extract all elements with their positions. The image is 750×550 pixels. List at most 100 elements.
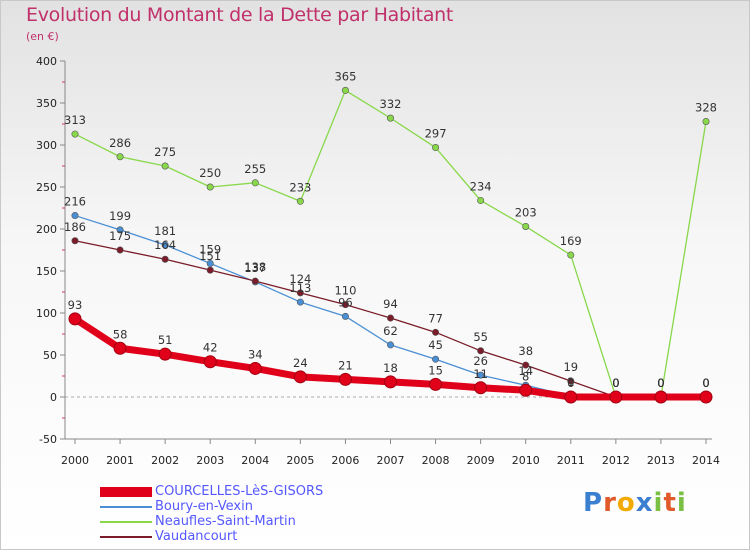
x-tick-label: 2009 bbox=[467, 454, 495, 467]
proxiti-logo: Proxiti bbox=[583, 488, 687, 518]
data-point bbox=[699, 390, 713, 404]
data-point bbox=[654, 390, 668, 404]
data-point bbox=[384, 375, 397, 389]
data-label: 113 bbox=[289, 281, 311, 295]
data-point bbox=[477, 371, 485, 379]
x-tick-label: 2012 bbox=[602, 454, 630, 467]
data-point bbox=[432, 355, 440, 363]
data-label: 51 bbox=[158, 333, 173, 347]
data-point bbox=[116, 246, 124, 254]
data-label: 151 bbox=[199, 249, 221, 263]
data-label: 199 bbox=[109, 209, 131, 223]
data-point bbox=[564, 390, 578, 404]
data-label: 234 bbox=[470, 179, 492, 193]
data-label: 45 bbox=[428, 338, 443, 352]
legend-label: COURCELLES-LèS-GISORS bbox=[155, 484, 324, 499]
legend-swatch bbox=[100, 536, 152, 538]
y-tick-label: 50 bbox=[43, 349, 57, 362]
data-label: 275 bbox=[154, 145, 176, 159]
legend-swatch bbox=[100, 506, 152, 508]
data-label: 19 bbox=[563, 360, 578, 374]
data-point bbox=[206, 266, 214, 274]
data-point bbox=[68, 312, 82, 326]
data-point bbox=[609, 390, 623, 404]
data-point bbox=[338, 372, 352, 386]
data-label: 138 bbox=[244, 260, 266, 274]
data-point bbox=[567, 377, 575, 385]
x-tick-label: 2014 bbox=[692, 454, 720, 467]
data-point bbox=[341, 312, 349, 320]
data-label: 313 bbox=[64, 113, 86, 127]
data-point bbox=[251, 179, 259, 187]
data-label: 137 bbox=[244, 261, 266, 275]
data-point bbox=[206, 259, 214, 267]
data-point bbox=[71, 212, 79, 220]
data-label: 14 bbox=[518, 364, 533, 378]
data-label: 332 bbox=[380, 97, 402, 111]
data-label: 11 bbox=[473, 367, 488, 381]
data-point bbox=[432, 328, 440, 336]
data-point bbox=[116, 226, 124, 234]
data-label: 42 bbox=[203, 341, 218, 355]
y-tick-label: 150 bbox=[36, 265, 57, 278]
data-label: 0 bbox=[657, 376, 664, 390]
data-label: 124 bbox=[289, 272, 311, 286]
x-tick-label: 2000 bbox=[61, 454, 89, 467]
y-tick-label: 350 bbox=[36, 97, 57, 110]
data-point bbox=[161, 241, 169, 249]
data-point bbox=[429, 377, 443, 391]
data-label: 24 bbox=[293, 356, 308, 370]
data-point bbox=[386, 314, 394, 322]
legend-swatch bbox=[100, 521, 152, 523]
data-label: 328 bbox=[695, 100, 717, 114]
x-tick-label: 2002 bbox=[151, 454, 179, 467]
data-label: 286 bbox=[109, 136, 131, 150]
data-label: 0 bbox=[657, 376, 664, 390]
data-point bbox=[522, 222, 530, 230]
data-label: 8 bbox=[522, 369, 529, 383]
data-label: 0 bbox=[612, 376, 619, 390]
data-label: 21 bbox=[338, 358, 353, 372]
data-point bbox=[341, 301, 349, 309]
data-point bbox=[71, 130, 79, 138]
y-tick-label: 0 bbox=[50, 391, 57, 404]
data-label: 203 bbox=[515, 205, 537, 219]
data-label: 93 bbox=[68, 298, 83, 312]
data-label: 110 bbox=[334, 284, 356, 298]
data-point bbox=[702, 117, 710, 125]
data-label: 0 bbox=[657, 376, 664, 390]
data-label: 55 bbox=[473, 330, 488, 344]
data-label: 0 bbox=[702, 376, 709, 390]
y-tick-label: -50 bbox=[39, 433, 57, 446]
y-tick-label: 100 bbox=[36, 307, 57, 320]
data-point bbox=[477, 196, 485, 204]
data-point bbox=[251, 277, 259, 285]
data-point bbox=[161, 255, 169, 263]
data-label: 38 bbox=[518, 344, 533, 358]
data-label: 0 bbox=[657, 376, 664, 390]
data-label: 216 bbox=[64, 195, 86, 209]
data-label: 164 bbox=[154, 238, 176, 252]
data-label: 0 bbox=[612, 376, 619, 390]
data-label: 0 bbox=[702, 376, 709, 390]
x-tick-label: 2010 bbox=[512, 454, 540, 467]
data-point bbox=[206, 183, 214, 191]
y-tick-label: 400 bbox=[36, 55, 57, 68]
data-point bbox=[158, 347, 172, 361]
legend-label: Vaudancourt bbox=[155, 529, 238, 544]
data-label: 77 bbox=[428, 311, 443, 325]
data-point bbox=[386, 114, 394, 122]
data-label: 18 bbox=[383, 361, 398, 375]
x-tick-label: 2005 bbox=[286, 454, 314, 467]
data-label: 34 bbox=[248, 347, 263, 361]
data-point bbox=[522, 361, 530, 369]
x-tick-label: 2013 bbox=[647, 454, 675, 467]
data-label: 0 bbox=[612, 376, 619, 390]
data-point bbox=[113, 341, 127, 355]
data-label: 255 bbox=[244, 162, 266, 176]
y-tick-label: 200 bbox=[36, 223, 57, 236]
data-label: 26 bbox=[473, 354, 488, 368]
legend-label: Boury-en-Vexin bbox=[155, 499, 253, 514]
data-label: 0 bbox=[567, 376, 574, 390]
chart-title: Evolution du Montant de la Dette par Hab… bbox=[26, 4, 454, 26]
